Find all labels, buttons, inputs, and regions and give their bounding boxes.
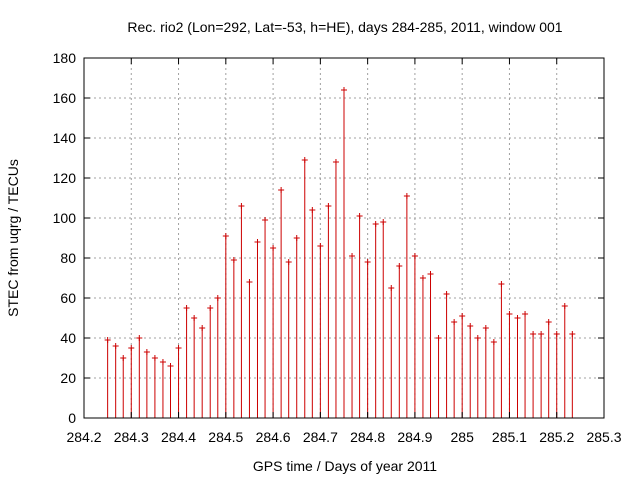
data-point xyxy=(143,349,150,355)
chart-title: Rec. rio2 (Lon=292, Lat=-53, h=HE), days… xyxy=(127,19,562,35)
data-point xyxy=(372,221,379,227)
x-tick-label: 285.3 xyxy=(586,429,621,445)
data-point xyxy=(270,245,277,251)
y-tick-label: 60 xyxy=(60,290,76,306)
data-point xyxy=(498,281,505,287)
data-point xyxy=(222,233,229,239)
data-point xyxy=(262,217,269,223)
x-tick-label: 284.3 xyxy=(114,429,149,445)
x-tick-label: 285 xyxy=(451,429,475,445)
x-tick-label: 284.8 xyxy=(350,429,385,445)
data-point xyxy=(380,219,387,225)
data-point xyxy=(514,315,521,321)
data-point xyxy=(207,305,214,311)
y-tick-label: 180 xyxy=(53,50,77,66)
data-point xyxy=(419,275,426,281)
data-point xyxy=(175,345,182,351)
data-point xyxy=(238,203,245,209)
data-points xyxy=(104,87,576,369)
data-point xyxy=(569,331,576,337)
data-point xyxy=(545,319,552,325)
x-tick-label: 284.6 xyxy=(256,429,291,445)
data-point xyxy=(561,303,568,309)
data-point xyxy=(356,213,363,219)
data-point xyxy=(246,279,253,285)
x-axis-label: GPS time / Days of year 2011 xyxy=(253,458,437,474)
y-tick-label: 40 xyxy=(60,330,76,346)
data-point xyxy=(538,331,545,337)
data-point xyxy=(490,339,497,345)
data-point xyxy=(522,311,529,317)
x-tick-label: 284.7 xyxy=(303,429,338,445)
x-tick-label: 285.1 xyxy=(492,429,527,445)
y-tick-label: 140 xyxy=(53,130,77,146)
data-point xyxy=(411,253,418,259)
data-point xyxy=(151,355,158,361)
data-point xyxy=(396,263,403,269)
y-tick-label: 120 xyxy=(53,170,77,186)
data-point xyxy=(467,323,474,329)
data-point xyxy=(136,335,143,341)
data-point xyxy=(459,313,466,319)
data-point xyxy=(230,257,237,263)
x-tick-label: 285.2 xyxy=(539,429,574,445)
data-point xyxy=(254,239,261,245)
data-point xyxy=(474,335,481,341)
data-point xyxy=(482,325,489,331)
y-tick-label: 80 xyxy=(60,250,76,266)
data-point xyxy=(301,157,308,163)
x-tick-label: 284.2 xyxy=(66,429,101,445)
y-tick-label: 100 xyxy=(53,210,77,226)
data-point xyxy=(128,345,135,351)
data-point xyxy=(451,319,458,325)
axis-ticks: 0 20 40 60 80 100 120 140 160 180 284.2 284.3 284.4 2… xyxy=(53,50,622,445)
data-point xyxy=(167,363,174,369)
data-point xyxy=(364,259,371,265)
y-tick-label: 0 xyxy=(68,410,76,426)
x-tick-label: 284.4 xyxy=(161,429,196,445)
x-tick-label: 284.9 xyxy=(397,429,432,445)
data-point xyxy=(293,235,300,241)
y-tick-label: 20 xyxy=(60,370,76,386)
data-point xyxy=(388,285,395,291)
data-point xyxy=(199,325,206,331)
data-point xyxy=(191,315,198,321)
data-stems xyxy=(107,90,573,418)
data-point xyxy=(506,311,513,317)
data-point xyxy=(530,331,537,337)
data-point xyxy=(120,355,127,361)
data-point xyxy=(309,207,316,213)
data-point xyxy=(553,331,560,337)
data-point xyxy=(341,87,347,93)
y-tick-label: 160 xyxy=(53,90,77,106)
data-point xyxy=(317,243,324,249)
y-axis-label: STEC from uqrg / TECUs xyxy=(5,159,21,317)
data-point xyxy=(403,193,410,199)
data-point xyxy=(159,359,166,365)
data-point xyxy=(285,259,292,265)
data-point xyxy=(325,203,332,209)
data-point xyxy=(278,187,285,193)
data-point xyxy=(349,253,356,259)
data-point xyxy=(443,291,450,297)
plot-frame xyxy=(83,57,605,419)
data-point xyxy=(183,305,190,311)
data-point xyxy=(427,271,434,277)
data-point xyxy=(332,159,339,165)
data-point xyxy=(214,295,221,301)
x-tick-label: 284.5 xyxy=(208,429,243,445)
data-point xyxy=(112,343,119,349)
data-point xyxy=(104,337,111,343)
data-point xyxy=(435,335,442,341)
